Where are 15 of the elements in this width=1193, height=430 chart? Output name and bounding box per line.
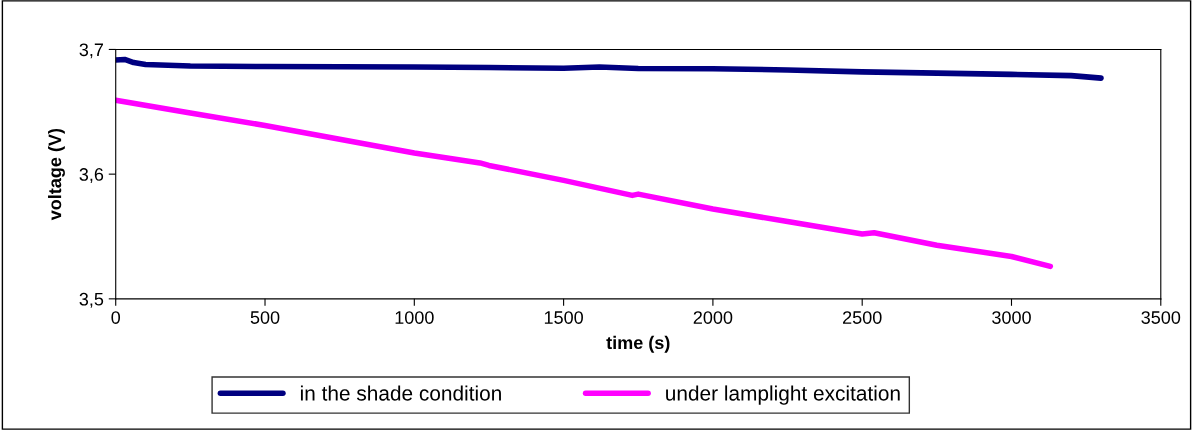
y-tick-label: 3,7 <box>79 43 104 59</box>
legend-label: in the shade condition <box>300 385 501 401</box>
x-tick-label: 1500 <box>544 311 583 324</box>
x-axis-title: time (s) <box>606 335 670 353</box>
x-tick-label: 0 <box>111 311 121 324</box>
y-tick-label: 3,6 <box>79 168 104 183</box>
x-tick-label: 2000 <box>693 311 733 324</box>
x-tick-label: 1000 <box>395 311 434 324</box>
x-tick-label: 2500 <box>843 311 882 324</box>
x-tick-label: 500 <box>250 311 280 324</box>
y-axis-title: voltage (V) <box>48 128 65 221</box>
x-tick-label: 3000 <box>992 311 1031 324</box>
legend-label: under lamplight excitation <box>666 385 900 405</box>
x-tick-label: 3500 <box>1141 311 1181 324</box>
y-tick-label: 3,5 <box>79 292 104 308</box>
